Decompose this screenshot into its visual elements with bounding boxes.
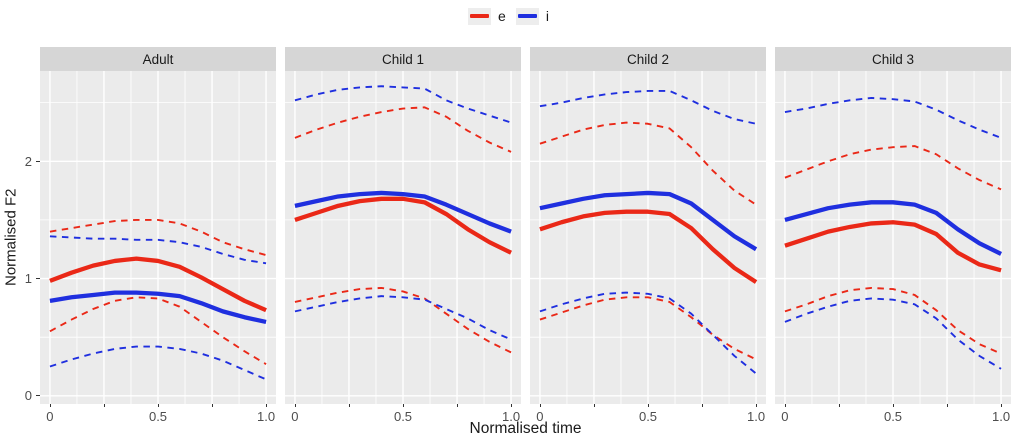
gridlines — [530, 71, 766, 404]
y-tick-label: 2 — [24, 153, 32, 169]
y-tick-mark — [36, 395, 40, 397]
gridlines — [40, 71, 276, 404]
x-tick-label: 1.0 — [992, 409, 1011, 424]
x-axis-adult: 0 0.5 1.0 — [40, 404, 276, 426]
series-i_upper_ci — [49, 235, 267, 265]
x-tick-mark — [49, 404, 51, 407]
x-tick-mark — [457, 404, 459, 407]
series-i_lower_ci — [784, 297, 1002, 370]
facet-strip-child-1: Child 1 — [285, 47, 521, 71]
plot-svg — [285, 71, 521, 404]
series-i_mean — [294, 190, 512, 234]
facet-child-3: Child 3 0 0.5 1.0 — [775, 47, 1011, 426]
facet-plot-child-2 — [530, 71, 766, 404]
x-tick-label: 0 — [46, 409, 54, 424]
series-i_upper_ci — [294, 85, 512, 124]
legend-label-e: e — [498, 8, 506, 24]
facet-strip-adult: Adult — [40, 47, 276, 71]
x-tick-mark — [403, 404, 404, 407]
x-axis-child-2: 0 0.5 1.0 — [530, 404, 766, 426]
x-tick-label: 0.5 — [393, 409, 413, 424]
legend-key-e — [468, 7, 492, 25]
facet-strip-child-2: Child 2 — [530, 47, 766, 71]
legend-key-i — [515, 7, 539, 25]
y-tick-label: 0 — [24, 388, 32, 404]
x-tick-mark — [266, 404, 268, 407]
series-e_upper_ci — [539, 121, 757, 206]
x-tick-mark — [784, 404, 786, 407]
x-tick-label: 0 — [536, 409, 544, 424]
series-e_lower_ci — [784, 286, 1002, 355]
legend-line-e-icon — [470, 14, 490, 18]
x-tick-mark — [294, 404, 296, 407]
y-tick-label: 1 — [24, 271, 32, 287]
x-tick-mark — [648, 404, 649, 407]
plot-svg — [530, 71, 766, 404]
x-tick-mark — [702, 404, 704, 407]
series-e_lower_ci — [539, 296, 757, 361]
series-i_upper_ci — [539, 89, 757, 125]
x-tick-mark — [756, 404, 758, 407]
x-tick-mark — [158, 404, 159, 407]
facet-strip-child-3: Child 3 — [775, 47, 1011, 71]
facet-plot-child-3 — [775, 71, 1011, 404]
series-i_lower_ci — [539, 291, 757, 375]
series-e_mean — [49, 256, 267, 313]
x-tick-label: 0.5 — [638, 409, 658, 424]
facet-plot-child-1 — [285, 71, 521, 404]
series-e_upper_ci — [294, 106, 512, 153]
x-tick-mark — [593, 404, 595, 407]
y-tick-mark — [36, 278, 40, 280]
series-i_mean — [49, 290, 267, 325]
x-tick-label: 1.0 — [257, 409, 276, 424]
legend-label-i: i — [545, 8, 549, 24]
gridlines — [285, 71, 521, 404]
x-tick-mark — [1001, 404, 1003, 407]
series-i_lower_ci — [49, 345, 267, 381]
legend-line-i-icon — [517, 14, 537, 18]
x-tick-label: 1.0 — [502, 409, 521, 424]
legend-item-i: i — [515, 7, 549, 25]
x-tick-label: 0.5 — [148, 409, 168, 424]
x-tick-mark — [838, 404, 840, 407]
series-e_upper_ci — [49, 218, 267, 257]
facet-adult: Adult 0 0.5 1.0 — [40, 47, 276, 426]
series-i_mean — [784, 200, 1003, 256]
x-tick-mark — [947, 404, 949, 407]
x-tick-label: 1.0 — [747, 409, 766, 424]
facet-child-1: Child 1 0 0.5 1.0 — [285, 47, 521, 426]
series-i_lower_ci — [294, 295, 512, 341]
legend-item-e: e — [468, 7, 506, 25]
series-e_upper_ci — [784, 145, 1002, 191]
x-axis-title: Normalised time — [469, 420, 582, 437]
y-axis-title: Normalised F2 — [2, 188, 20, 287]
facet-child-2: Child 2 0 0.5 1.0 — [530, 47, 766, 426]
series-e_mean — [539, 209, 758, 284]
x-tick-mark — [893, 404, 894, 407]
series-i_mean — [539, 190, 758, 252]
y-tick-mark — [36, 160, 40, 162]
series-e_lower_ci — [294, 286, 512, 354]
plot-svg — [40, 71, 276, 404]
series-e_lower_ci — [49, 296, 267, 365]
series-e_mean — [784, 220, 1002, 273]
facet-plot-adult — [40, 71, 276, 404]
series-e_mean — [294, 196, 513, 255]
x-tick-label: 0 — [781, 409, 789, 424]
x-tick-mark — [348, 404, 350, 407]
x-tick-label: 0 — [291, 409, 299, 424]
legend: e i — [0, 2, 1017, 30]
series-i_upper_ci — [784, 97, 1002, 139]
x-tick-mark — [103, 404, 105, 407]
x-tick-mark — [539, 404, 541, 407]
x-tick-mark — [212, 404, 214, 407]
x-axis-child-3: 0 0.5 1.0 — [775, 404, 1011, 426]
x-tick-mark — [511, 404, 513, 407]
x-tick-label: 0.5 — [883, 409, 903, 424]
x-axis-child-1: 0 0.5 1.0 — [285, 404, 521, 426]
plot-svg — [775, 71, 1011, 404]
